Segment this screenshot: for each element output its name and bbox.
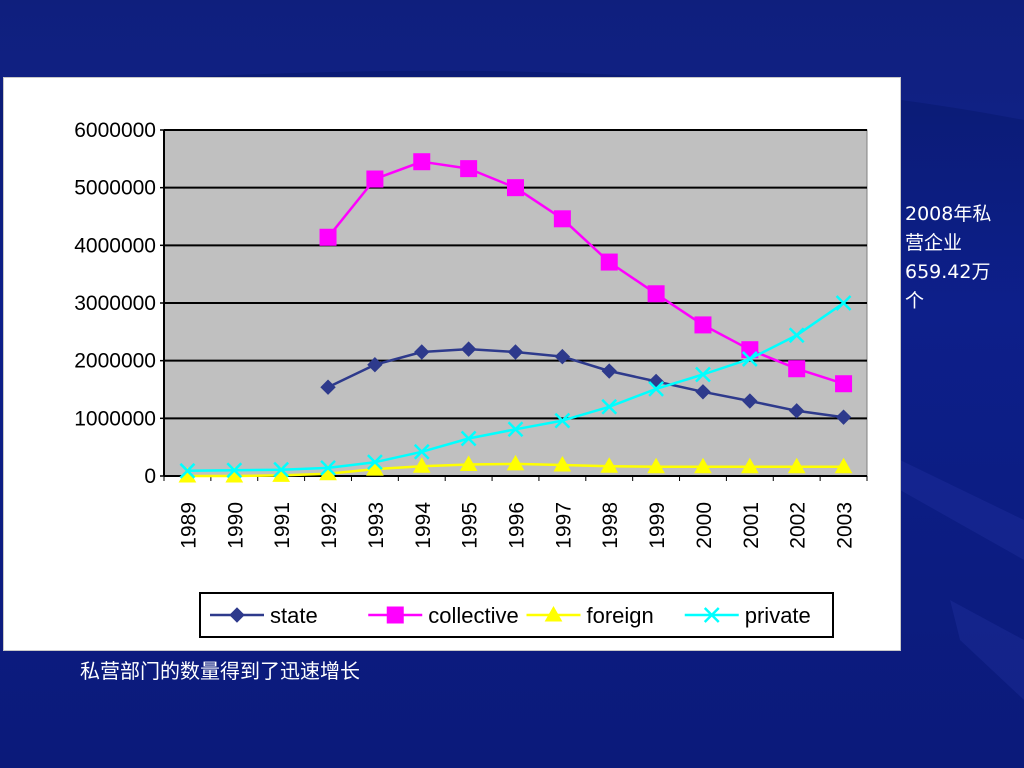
y-tick-label: 3000000 (74, 292, 156, 315)
x-tick-label: 1990 (224, 502, 247, 549)
data-point-foreign (694, 457, 712, 474)
data-point-private (835, 295, 852, 311)
x-tick-label: 1995 (459, 502, 482, 549)
chart-frame: 6000000 5000000 4000000 3000000 2000000 10000… (3, 77, 901, 651)
data-point-foreign (834, 457, 853, 474)
x-tick-label: 1991 (271, 502, 294, 549)
x-tick-label: 1994 (412, 502, 435, 549)
x-tick-label: 2001 (740, 502, 763, 549)
data-point-foreign (412, 457, 431, 473)
data-point-collective (694, 316, 712, 334)
x-tick-label: 1998 (599, 502, 622, 549)
data-point-state (695, 384, 711, 400)
data-point-state (601, 363, 617, 379)
data-point-foreign (506, 454, 525, 471)
data-point-foreign (740, 457, 759, 474)
y-tick-label: 2000000 (74, 350, 156, 373)
x-tick-label: 2003 (834, 502, 857, 549)
data-point-collective (835, 375, 853, 393)
data-point-state (835, 409, 852, 425)
data-point-private (413, 443, 430, 460)
data-point-foreign (787, 457, 806, 474)
data-point-collective (319, 228, 337, 246)
data-point-private (507, 421, 524, 438)
data-point-collective (647, 285, 665, 303)
data-point-state (788, 403, 805, 419)
data-point-private (367, 454, 383, 471)
data-point-private (741, 351, 758, 367)
data-point-private (788, 327, 805, 344)
data-point-private (460, 430, 477, 447)
data-point-private (320, 460, 336, 476)
x-tick-label: 1999 (646, 502, 669, 549)
data-point-private (648, 381, 664, 397)
legend-label: private (745, 603, 811, 628)
data-point-private (273, 461, 290, 478)
data-point-private (554, 412, 571, 429)
data-point-private (179, 462, 196, 479)
data-point-collective (600, 253, 618, 271)
caption: 私营部门的数量得到了迅速增长 (80, 659, 360, 683)
data-point-foreign (459, 455, 478, 471)
data-point-collective (366, 170, 384, 188)
data-point-state (742, 393, 758, 409)
legend-marker (386, 606, 404, 624)
data-point-state (554, 348, 571, 365)
x-tick-label: 2002 (787, 502, 810, 549)
y-tick-label: 0 (144, 465, 156, 488)
x-tick-label: 2000 (693, 502, 716, 549)
data-point-collective (507, 179, 524, 197)
y-tick-label: 4000000 (74, 234, 156, 257)
data-point-private (695, 366, 711, 383)
data-point-state (320, 379, 336, 395)
line-chart: 6000000 5000000 4000000 3000000 2000000 10000… (74, 119, 868, 638)
x-tick-label: 1996 (506, 502, 529, 549)
x-tick-label: 1989 (177, 502, 200, 549)
data-point-state (367, 356, 383, 373)
legend-marker (544, 605, 563, 622)
legend-marker (229, 607, 245, 623)
legend-label: state (270, 603, 318, 628)
y-tick-label: 6000000 (74, 119, 156, 142)
legend-label: foreign (587, 603, 654, 628)
data-point-state (414, 344, 430, 360)
data-point-foreign (553, 456, 572, 472)
y-tick-label: 5000000 (74, 177, 156, 200)
data-point-foreign (647, 457, 665, 474)
x-tick-label: 1992 (318, 502, 341, 549)
data-point-collective (553, 210, 571, 228)
x-tick-label: 1997 (552, 502, 575, 549)
x-tick-label: 1993 (365, 502, 388, 549)
series-line-state (327, 347, 844, 419)
data-point-foreign (366, 460, 384, 476)
data-point-state (507, 344, 524, 360)
legend-marker (703, 607, 720, 623)
data-point-foreign (600, 457, 619, 473)
data-point-collective (460, 160, 478, 178)
legend-label: collective (428, 603, 518, 628)
data-point-state (460, 341, 477, 357)
data-point-private (226, 462, 243, 479)
data-point-collective (788, 360, 806, 378)
side-note: 2008年私 营企业 659.42万 个 (905, 203, 992, 312)
y-tick-label: 1000000 (74, 407, 156, 430)
data-point-private (601, 398, 618, 415)
data-point-collective (413, 153, 431, 171)
